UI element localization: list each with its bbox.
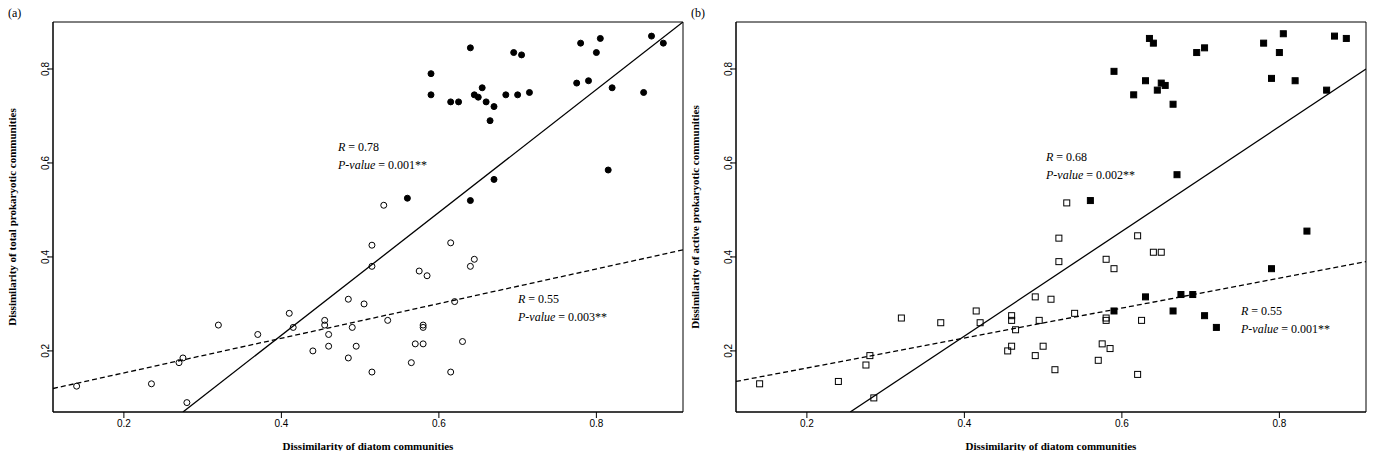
svg-text:0.6: 0.6	[432, 418, 446, 429]
svg-text:0.4: 0.4	[274, 418, 288, 429]
svg-text:0.8: 0.8	[40, 62, 51, 76]
svg-text:0.8: 0.8	[723, 62, 734, 76]
svg-text:0.2: 0.2	[40, 344, 51, 358]
html-text:P-value = 0.001**: P-value = 0.001**	[338, 158, 428, 172]
html-text:P-value = 0.001**: P-value = 0.001**	[1241, 322, 1331, 336]
svg-text:0.4: 0.4	[40, 250, 51, 264]
svg-text:0.4: 0.4	[723, 250, 734, 264]
svg-text:Dissimilarity of diatom commun: Dissimilarity of diatom communities	[283, 440, 455, 452]
svg-text:0.6: 0.6	[1115, 418, 1129, 429]
svg-text:0.6: 0.6	[723, 156, 734, 170]
html-text:R = 0.78: R = 0.78	[338, 140, 380, 154]
svg-text:0.2: 0.2	[117, 418, 131, 429]
svg-text:0.4: 0.4	[957, 418, 971, 429]
svg-text:0.2: 0.2	[800, 418, 814, 429]
html-text:P-value = 0.003**: P-value = 0.003**	[518, 310, 608, 324]
html-text:(b): (b)	[691, 6, 705, 20]
svg-text:0.8: 0.8	[589, 418, 603, 429]
svg-text:0.2: 0.2	[723, 344, 734, 358]
html-text:R = 0.55: R = 0.55	[1241, 304, 1283, 318]
html-text:(a): (a)	[8, 6, 22, 20]
html-text:P-value = 0.002**: P-value = 0.002**	[1046, 168, 1136, 182]
svg-text:Dissimilarity of diatom commun: Dissimilarity of diatom communities	[966, 440, 1138, 452]
svg-text:Dissimilarity of total prokary: Dissimilarity of total prokaryotic commu…	[8, 108, 18, 326]
svg-text:0.8: 0.8	[1272, 418, 1286, 429]
svg-text:Dissimilarity of active prokar: Dissimilarity of active prokaryotic comm…	[691, 105, 701, 329]
html-text:R = 0.55: R = 0.55	[518, 292, 560, 306]
html-text:R = 0.68: R = 0.68	[1046, 150, 1088, 164]
svg-text:0.6: 0.6	[40, 156, 51, 170]
